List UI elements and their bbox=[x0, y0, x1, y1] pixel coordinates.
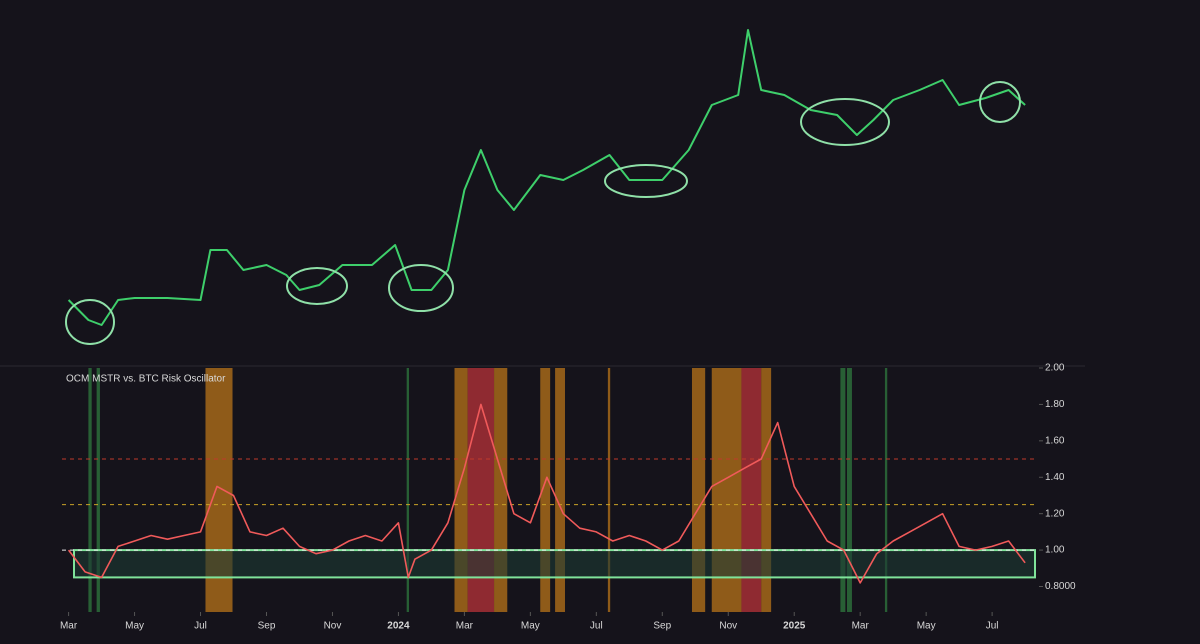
x-tick-label: Sep bbox=[653, 621, 671, 632]
signal-band bbox=[96, 368, 100, 612]
signal-band bbox=[607, 368, 611, 612]
x-tick-label: May bbox=[125, 621, 144, 632]
annotation-circles bbox=[65, 81, 1021, 345]
signal-band bbox=[761, 368, 772, 612]
y-tick-label: 1.60 bbox=[1045, 435, 1065, 446]
price-line bbox=[67, 29, 1026, 326]
oscillator-title: OCM MSTR vs. BTC Risk Oscillator bbox=[66, 374, 226, 385]
x-tick-label: 2025 bbox=[783, 621, 806, 632]
x-tick-label: Nov bbox=[719, 621, 737, 632]
y-tick-label: 0.8000 bbox=[1045, 581, 1076, 592]
x-tick-label: Mar bbox=[456, 621, 474, 632]
y-tick-label: 1.80 bbox=[1045, 399, 1065, 410]
y-tick-label: 1.20 bbox=[1045, 508, 1065, 519]
signal-band bbox=[406, 368, 409, 612]
y-tick-label: 1.40 bbox=[1045, 472, 1065, 483]
risk-zone bbox=[73, 549, 1036, 579]
x-tick-label: May bbox=[917, 621, 936, 632]
x-tick-label: Mar bbox=[852, 621, 870, 632]
highlight-circle bbox=[800, 98, 890, 146]
oscillator-line bbox=[67, 403, 1026, 584]
x-tick-label: Nov bbox=[324, 621, 342, 632]
x-tick-label: Sep bbox=[258, 621, 276, 632]
x-tick-label: 2024 bbox=[387, 621, 410, 632]
highlight-circle bbox=[604, 164, 688, 198]
signal-band bbox=[555, 368, 565, 612]
signal-band bbox=[840, 368, 846, 612]
signal-band bbox=[884, 368, 888, 612]
highlight-circle bbox=[65, 299, 115, 345]
highlight-circle bbox=[388, 264, 454, 312]
signal-band bbox=[540, 368, 551, 612]
x-tick-label: Jul bbox=[194, 621, 207, 632]
x-tick-label: Jul bbox=[986, 621, 999, 632]
highlight-circle bbox=[979, 81, 1021, 123]
signal-band bbox=[88, 368, 92, 612]
x-tick-label: Mar bbox=[60, 621, 78, 632]
y-tick-label: 1.00 bbox=[1045, 545, 1065, 556]
y-tick-label: 2.00 bbox=[1045, 363, 1065, 374]
x-tick-label: Jul bbox=[590, 621, 603, 632]
signal-band bbox=[846, 368, 852, 612]
highlight-circle bbox=[286, 267, 348, 305]
x-tick-label: May bbox=[521, 621, 540, 632]
